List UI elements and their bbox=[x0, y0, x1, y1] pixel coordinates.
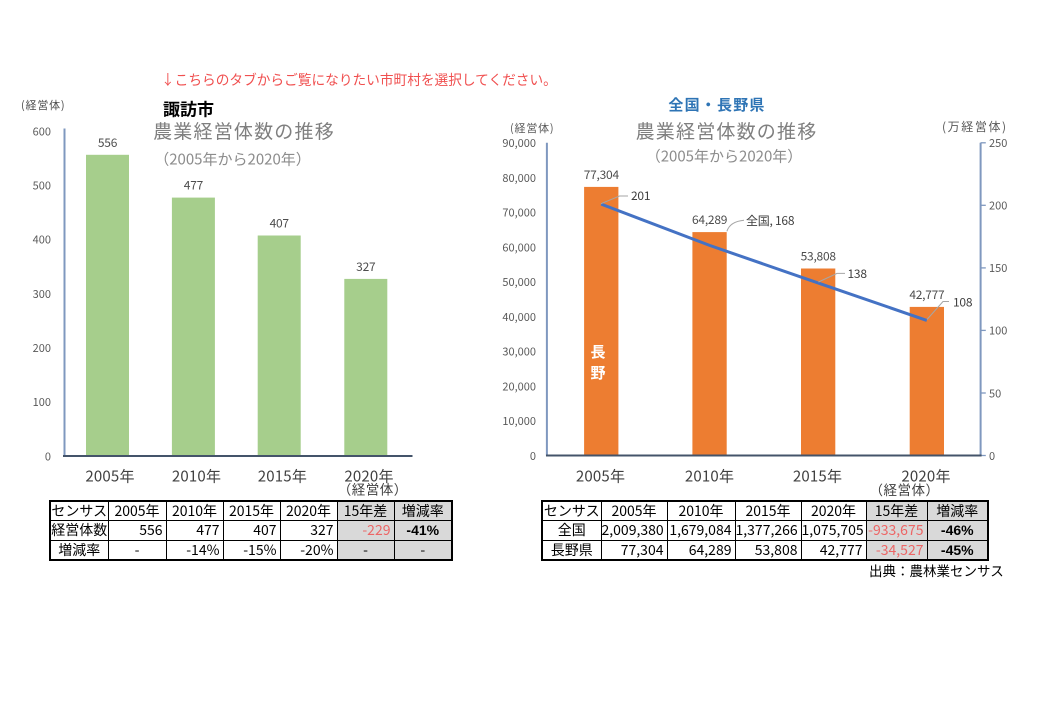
svg-text:（経営体）: （経営体） bbox=[338, 479, 408, 499]
svg-text:30,000: 30,000 bbox=[502, 344, 536, 360]
svg-text:407: 407 bbox=[270, 215, 290, 232]
svg-text:556: 556 bbox=[98, 134, 118, 151]
svg-text:200: 200 bbox=[33, 340, 51, 356]
svg-text:90,000: 90,000 bbox=[502, 135, 536, 151]
svg-text:70,000: 70,000 bbox=[502, 205, 536, 221]
svg-text:327: 327 bbox=[356, 258, 376, 275]
svg-text:138: 138 bbox=[848, 265, 868, 282]
svg-text:60,000: 60,000 bbox=[502, 239, 536, 255]
svg-text:20,000: 20,000 bbox=[502, 378, 536, 394]
svg-text:10,000: 10,000 bbox=[502, 413, 536, 429]
svg-text:108: 108 bbox=[953, 294, 973, 311]
svg-text:2015年: 2015年 bbox=[793, 466, 842, 487]
svg-text:64,289: 64,289 bbox=[692, 211, 727, 228]
svg-text:全国, 168: 全国, 168 bbox=[746, 212, 795, 229]
svg-text:（2005年から2020年）: （2005年から2020年） bbox=[154, 149, 311, 170]
svg-text:600: 600 bbox=[33, 123, 51, 139]
svg-text:40,000: 40,000 bbox=[502, 309, 536, 325]
svg-text:（経営体）: （経営体） bbox=[870, 479, 940, 499]
svg-text:250: 250 bbox=[989, 135, 1007, 151]
svg-text:477: 477 bbox=[184, 177, 204, 194]
svg-text:100: 100 bbox=[989, 323, 1007, 339]
svg-text:2005年: 2005年 bbox=[576, 466, 625, 487]
svg-text:2010年: 2010年 bbox=[685, 466, 734, 487]
svg-text:500: 500 bbox=[33, 178, 51, 194]
svg-text:2015年: 2015年 bbox=[258, 466, 307, 487]
svg-text:2020年: 2020年 bbox=[901, 466, 950, 487]
svg-text:野: 野 bbox=[590, 362, 605, 383]
svg-text:(経営体): (経営体) bbox=[510, 120, 554, 136]
svg-text:諏訪市: 諏訪市 bbox=[163, 96, 214, 121]
svg-text:全国・長野県: 全国・長野県 bbox=[668, 94, 765, 115]
svg-text:長: 長 bbox=[590, 341, 605, 362]
svg-text:農業経営体数の推移: 農業経営体数の推移 bbox=[153, 117, 335, 144]
svg-text:150: 150 bbox=[989, 260, 1007, 276]
svg-text:（2005年から2020年）: （2005年から2020年） bbox=[646, 146, 803, 167]
svg-text:(経営体): (経営体) bbox=[21, 97, 65, 113]
svg-text:50: 50 bbox=[989, 385, 1001, 401]
svg-text:200: 200 bbox=[989, 198, 1007, 214]
svg-text:53,808: 53,808 bbox=[801, 248, 837, 265]
svg-text:2020年: 2020年 bbox=[344, 466, 393, 487]
svg-text:400: 400 bbox=[33, 232, 51, 248]
svg-text:42,777: 42,777 bbox=[909, 286, 945, 303]
svg-text:100: 100 bbox=[33, 394, 51, 410]
svg-text:0: 0 bbox=[530, 448, 536, 464]
svg-text:0: 0 bbox=[45, 448, 51, 464]
svg-text:300: 300 bbox=[33, 286, 51, 302]
svg-text:80,000: 80,000 bbox=[502, 170, 536, 186]
svg-text:77,304: 77,304 bbox=[584, 166, 620, 183]
svg-text:2005年: 2005年 bbox=[85, 466, 134, 487]
svg-text:農業経営体数の推移: 農業経営体数の推移 bbox=[636, 117, 818, 144]
svg-text:50,000: 50,000 bbox=[502, 274, 536, 290]
svg-text:2010年: 2010年 bbox=[172, 466, 221, 487]
svg-text:0: 0 bbox=[989, 448, 995, 464]
svg-text:(万経営体): (万経営体) bbox=[942, 118, 1008, 135]
svg-text:201: 201 bbox=[631, 187, 650, 204]
